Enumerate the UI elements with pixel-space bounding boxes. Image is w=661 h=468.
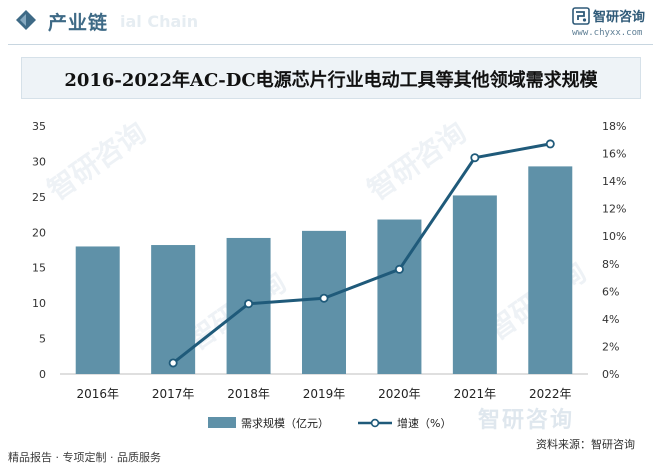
line-point	[319, 293, 329, 303]
line-point	[244, 299, 254, 309]
line-point	[394, 264, 404, 274]
y-left-tick-label: 5	[39, 333, 46, 346]
y-left-tick-label: 15	[32, 262, 46, 275]
bar	[528, 166, 573, 374]
bar	[377, 219, 422, 374]
x-tick-label: 2022年	[529, 387, 572, 401]
y-right-tick-label: 2%	[602, 340, 619, 353]
footer-tagline: 精品报告 · 专项定制 · 品质服务	[8, 451, 161, 464]
legend-line-label: 增速（%）	[397, 416, 451, 430]
bar	[75, 246, 120, 374]
y-left-tick-label: 25	[32, 191, 46, 204]
y-left-tick-label: 35	[32, 120, 46, 133]
y-right-tick-label: 12%	[602, 203, 626, 216]
data-source: 资料来源：智研咨询	[536, 438, 635, 451]
header-watermark: ial Chain	[120, 12, 199, 31]
x-tick-label: 2018年	[227, 387, 270, 401]
line-point	[168, 358, 178, 368]
x-tick-label: 2019年	[303, 387, 346, 401]
y-left-tick-label: 20	[32, 226, 46, 239]
y-left-tick-label: 10	[32, 297, 46, 310]
logo-mark-icon	[572, 7, 590, 25]
line-point	[470, 153, 480, 163]
x-tick-label: 2020年	[378, 387, 421, 401]
y-right-tick-label: 0%	[602, 368, 619, 381]
growth-line	[172, 142, 551, 365]
header: ial Chain 产业链 智研咨询 www.chyxx.com	[0, 0, 661, 45]
y-right-tick-label: 14%	[602, 175, 626, 188]
x-tick-label: 2017年	[152, 387, 195, 401]
legend-bar-label: 需求规模（亿元）	[241, 416, 329, 430]
x-tick-label: 2021年	[454, 387, 497, 401]
bar	[151, 245, 196, 374]
footer-brand-watermark: 智研咨询	[478, 408, 575, 433]
y-left-tick-label: 0	[39, 368, 46, 381]
chart-title: 2016-2022年AC-DC电源芯片行业电动工具等其他领域需求规模	[64, 70, 598, 91]
y-right-tick-label: 10%	[602, 230, 626, 243]
y-right-tick-label: 16%	[602, 148, 626, 161]
header-divider	[8, 44, 653, 45]
bar	[452, 195, 497, 374]
y-right-tick-label: 4%	[602, 313, 619, 326]
chart: 0 5 10 15 20 25 30 35 0% 2% 4% 6% 8% 10% 12% 14% 16% 18% 2…	[32, 120, 626, 430]
y-right-tick-label: 6%	[602, 285, 619, 298]
y-right-tick-label: 8%	[602, 258, 619, 271]
brand-logo: 智研咨询 www.chyxx.com	[572, 6, 656, 40]
chart-title-box: 2016-2022年AC-DC电源芯片行业电动工具等其他领域需求规模	[21, 57, 641, 99]
x-tick-label: 2016年	[76, 387, 119, 401]
legend-bar-swatch	[208, 417, 236, 428]
line-point	[545, 139, 555, 149]
diamond-icon	[16, 10, 36, 30]
y-left-tick-label: 30	[32, 155, 46, 168]
legend-line-marker	[370, 418, 380, 428]
y-right-tick-label: 18%	[602, 120, 626, 133]
logo-url: www.chyxx.com	[572, 28, 643, 38]
logo-name: 智研咨询	[593, 10, 646, 25]
section-title: 产业链	[48, 12, 109, 34]
